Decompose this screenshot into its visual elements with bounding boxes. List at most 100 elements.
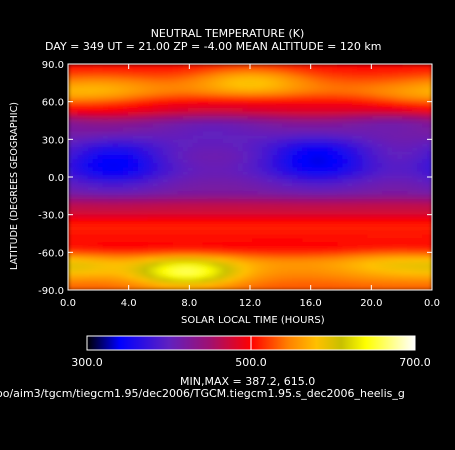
heatmap-cell [347, 115, 353, 121]
heatmap-cell [362, 254, 368, 259]
heatmap-cell [187, 190, 194, 196]
heatmap-cell [267, 226, 274, 232]
heatmap-cell [177, 111, 184, 117]
heatmap-cell [227, 147, 234, 152]
heatmap-cell [412, 71, 418, 77]
heatmap-cell [242, 282, 249, 287]
heatmap-cell [267, 79, 274, 85]
heatmap-cell [252, 278, 259, 283]
heatmap-cell [292, 226, 298, 232]
heatmap-cell [367, 127, 373, 132]
heatmap-cell [342, 186, 348, 192]
heatmap-cell [342, 71, 348, 77]
heatmap-cell [177, 135, 184, 140]
heatmap-cell [77, 95, 84, 101]
heatmap-cell [412, 286, 418, 290]
chart-title: NEUTRAL TEMPERATURE (K) [150, 27, 305, 40]
heatmap-cell [72, 222, 79, 228]
heatmap-cell [307, 186, 313, 192]
heatmap-cell [177, 143, 184, 148]
heatmap-cell [287, 135, 293, 140]
heatmap-cell [117, 238, 124, 244]
heatmap-cell [367, 238, 373, 244]
heatmap-cell [247, 274, 254, 279]
heatmap-cell [427, 178, 432, 184]
heatmap-cell [327, 194, 333, 200]
heatmap-cell [257, 163, 264, 168]
heatmap-cell [362, 286, 368, 290]
heatmap-cell [92, 178, 99, 184]
heatmap-cell [427, 218, 432, 224]
heatmap-cell [112, 119, 119, 125]
heatmap-cell [367, 254, 373, 259]
heatmap-cell [152, 278, 159, 283]
heatmap-cell [107, 250, 114, 255]
heatmap-cell [427, 270, 432, 275]
heatmap-cell [197, 278, 204, 283]
heatmap-cell [292, 111, 298, 117]
heatmap-cell [82, 238, 89, 244]
heatmap-cell [372, 262, 378, 267]
heatmap-cell [267, 107, 274, 113]
heatmap-cell [422, 131, 428, 136]
heatmap-cell [222, 214, 229, 220]
heatmap-cell [397, 123, 403, 129]
heatmap-cell [322, 175, 328, 180]
heatmap-cell [372, 111, 378, 117]
heatmap-cell [127, 206, 134, 212]
heatmap-cell [257, 99, 264, 105]
heatmap-cell [427, 202, 432, 208]
heatmap-cell [112, 190, 119, 196]
heatmap-cell [322, 127, 328, 132]
heatmap-cell [217, 71, 224, 77]
heatmap-cell [172, 64, 179, 69]
heatmap-cell [157, 123, 164, 129]
heatmap-cell [347, 274, 353, 279]
heatmap-cell [312, 139, 318, 144]
heatmap-cell [112, 258, 119, 263]
heatmap-cell [427, 159, 432, 164]
heatmap-cell [282, 103, 288, 109]
heatmap-cell [157, 131, 164, 136]
heatmap-cell [422, 103, 428, 109]
heatmap-cell [137, 182, 144, 188]
heatmap-cell [197, 282, 204, 287]
heatmap-cell [387, 159, 393, 164]
heatmap-cell [132, 115, 139, 121]
heatmap-cell [207, 270, 214, 275]
heatmap-cell [282, 254, 288, 259]
heatmap-cell [367, 230, 373, 236]
heatmap-cell [117, 242, 124, 247]
heatmap-cell [207, 64, 214, 69]
heatmap-cell [367, 131, 373, 136]
heatmap-cell [422, 115, 428, 121]
heatmap-cell [87, 278, 94, 283]
heatmap-cell [282, 226, 288, 232]
x-axis-label: SOLAR LOCAL TIME (HOURS) [181, 315, 325, 326]
heatmap-cell [162, 115, 169, 121]
heatmap-cell [392, 286, 398, 290]
heatmap-cell [287, 214, 293, 220]
heatmap-cell [152, 274, 159, 279]
heatmap-cell [392, 210, 398, 216]
heatmap-cell [167, 242, 174, 247]
heatmap-cell [387, 230, 393, 236]
heatmap-cell [312, 127, 318, 132]
heatmap-cell [372, 246, 378, 251]
heatmap-cell [337, 246, 343, 251]
heatmap-cell [162, 190, 169, 196]
heatmap-cell [222, 246, 229, 251]
heatmap-cell [187, 95, 194, 101]
heatmap-cell [417, 250, 423, 255]
heatmap-cell [277, 87, 284, 93]
heatmap-cell [247, 238, 254, 244]
heatmap-cell [227, 222, 234, 228]
heatmap-cell [112, 238, 119, 244]
heatmap-cell [102, 282, 109, 287]
heatmap-cell [202, 186, 209, 192]
heatmap-cell [232, 127, 239, 132]
heatmap-cell [192, 175, 199, 180]
heatmap-cell [307, 75, 313, 81]
heatmap-cell [122, 147, 129, 152]
heatmap-cell [87, 135, 94, 140]
